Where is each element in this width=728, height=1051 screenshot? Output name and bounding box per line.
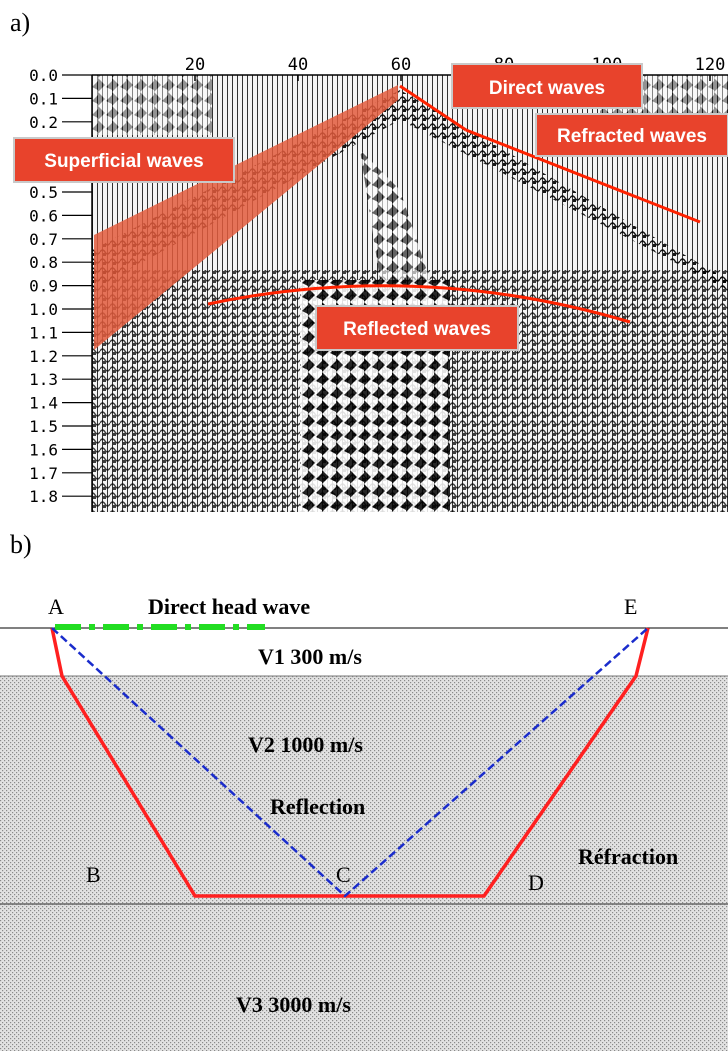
y-tick-label: 1.0 <box>29 300 58 319</box>
layer-v3 <box>0 904 728 1051</box>
y-tick-label: 0.5 <box>29 183 58 202</box>
reflection-path <box>51 627 649 898</box>
panel-b-label: b) <box>10 530 32 559</box>
direct-head-wave-label: Direct head wave <box>148 594 310 619</box>
callout-refracted-waves: Refracted waves <box>535 113 728 157</box>
event-lines <box>207 84 701 324</box>
refraction-label: Réfraction <box>578 844 678 869</box>
point-b: B <box>86 862 101 887</box>
x-tick-label: 40 <box>288 55 308 75</box>
refraction-path <box>50 627 650 898</box>
svg-text:Refracted waves: Refracted waves <box>557 126 707 147</box>
x-tick-label: 60 <box>391 55 411 75</box>
y-tick-label: 1.7 <box>29 464 58 483</box>
v3-label: V3 3000 m/s <box>236 992 351 1017</box>
seismogram-figure: 20406080100120 0.00.10.20.30.40.50.60.70… <box>13 55 728 512</box>
callout-reflected-waves: Reflected waves <box>315 305 519 351</box>
callout-superficial-waves: Superficial waves <box>13 137 235 183</box>
reflection-label: Reflection <box>270 794 365 819</box>
y-tick-label: 0.2 <box>29 113 58 132</box>
y-tick-label: 0.0 <box>29 66 58 85</box>
v1-label: V1 300 m/s <box>258 644 362 669</box>
y-tick-label: 1.5 <box>29 417 58 436</box>
x-tick-label: 20 <box>185 55 205 75</box>
svg-text:Superficial waves: Superficial waves <box>44 151 203 172</box>
point-c: C <box>336 862 351 887</box>
y-tick-label: 1.4 <box>29 394 58 413</box>
y-tick-labels: 0.00.10.20.30.40.50.60.70.80.91.01.11.21… <box>29 66 92 506</box>
point-e: E <box>624 594 637 619</box>
y-tick-label: 1.2 <box>29 347 58 366</box>
panel-a-label: a) <box>10 8 31 37</box>
point-a: A <box>48 594 64 619</box>
point-d: D <box>528 870 544 895</box>
y-tick-label: 0.9 <box>29 277 58 296</box>
layer-v2 <box>0 676 728 904</box>
direct-wave-line <box>399 84 467 132</box>
y-tick-label: 1.6 <box>29 440 58 459</box>
y-tick-label: 0.1 <box>29 89 58 108</box>
x-tick-label: 120 <box>695 55 726 75</box>
reflected-wave-curve <box>207 284 631 324</box>
layer-v1 <box>0 628 728 676</box>
y-tick-label: 1.1 <box>29 323 58 342</box>
refracted-wave-line <box>465 128 701 224</box>
svg-text:Reflected waves: Reflected waves <box>343 319 491 340</box>
y-tick-label: 1.8 <box>29 487 58 506</box>
callout-direct-waves: Direct waves <box>451 63 643 109</box>
superficial-waves-band <box>94 85 398 350</box>
y-tick-label: 0.6 <box>29 206 58 225</box>
v2-label: V2 1000 m/s <box>248 732 363 757</box>
y-tick-label: 1.3 <box>29 370 58 389</box>
ray-path-diagram: A E Direct head wave V1 300 m/s V2 1000 … <box>0 594 728 1051</box>
y-tick-label: 0.8 <box>29 253 58 272</box>
svg-text:Direct waves: Direct waves <box>489 78 605 99</box>
y-tick-label: 0.7 <box>29 230 58 249</box>
